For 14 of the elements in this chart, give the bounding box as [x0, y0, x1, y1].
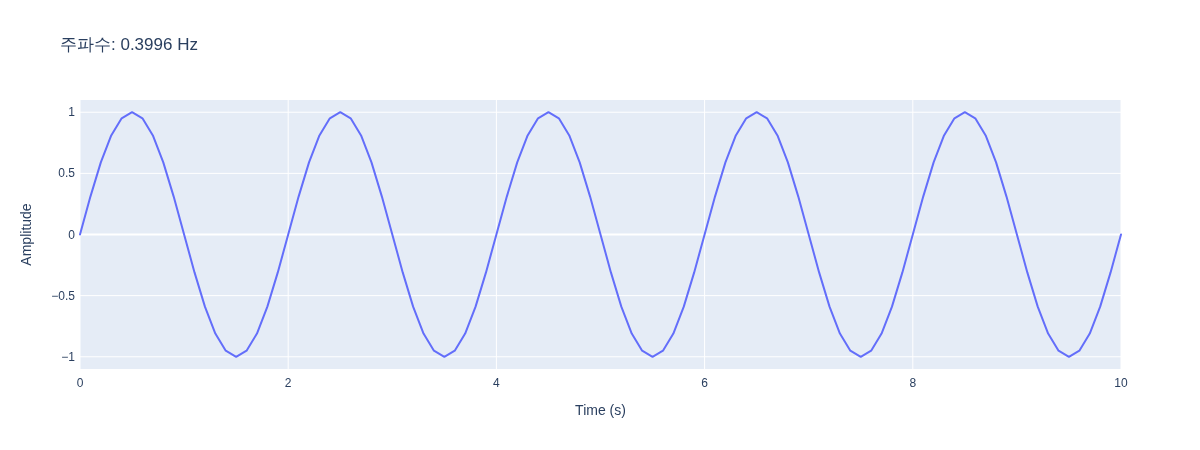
y-tick-label: 0.5: [58, 166, 76, 181]
x-tick-label: 2: [284, 376, 292, 390]
y-axis-title: Amplitude: [18, 203, 34, 266]
x-tick-label: 6: [701, 376, 709, 390]
line-series: [79, 111, 1122, 358]
x-tick-label: 4: [493, 376, 501, 390]
x-axis-title: Time (s): [575, 402, 626, 418]
x-tick-label: 8: [909, 376, 917, 390]
y-tick-label: 1: [68, 105, 76, 120]
y-tick-label: −0.5: [51, 288, 76, 303]
y-tick-label: −1: [61, 349, 76, 364]
y-tick-label: 0: [68, 227, 76, 242]
x-tick-label: 10: [1114, 376, 1128, 390]
chart-title: 주파수: 0.3996 Hz: [60, 35, 198, 54]
